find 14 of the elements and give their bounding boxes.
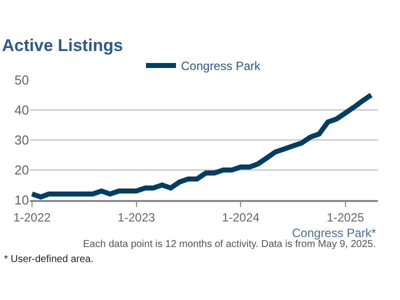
x-tick-label: 1-2024 xyxy=(222,210,260,224)
text: Each data point is 12 months of activity. Data is from May 9, 2025. xyxy=(83,239,376,250)
y-tick-label: 50 xyxy=(14,72,29,88)
y-tick-label: 40 xyxy=(14,102,29,118)
y-tick-label: 10 xyxy=(14,192,29,208)
text: Congress Park* xyxy=(292,226,376,240)
legend-label: Congress Park xyxy=(181,59,262,74)
y-tick-label: 20 xyxy=(14,162,29,178)
x-tick-label: 1-2023 xyxy=(118,210,156,224)
text: * User-defined area. xyxy=(4,254,94,265)
y-tick-label: 30 xyxy=(14,132,29,148)
x-tick-label: 1-2025 xyxy=(326,210,364,224)
x-tick-label: 1-2022 xyxy=(13,210,52,224)
chart-title: Active Listings xyxy=(2,36,123,55)
